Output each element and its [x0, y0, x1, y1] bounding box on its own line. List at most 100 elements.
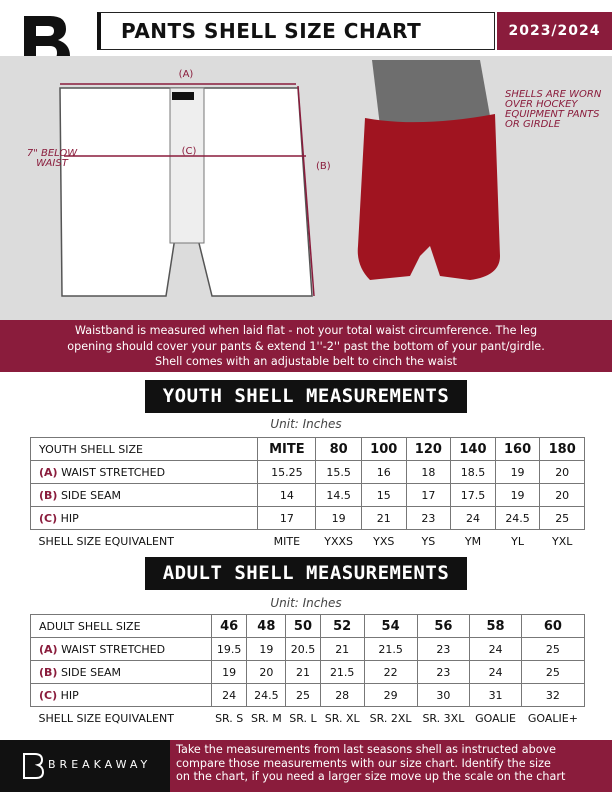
size: 52	[319, 614, 365, 638]
row-letter: (B)	[39, 488, 58, 502]
value: 18.5	[450, 460, 496, 484]
size: 58	[469, 614, 522, 638]
equivalent-label: SHELL SIZE EQUIVALENT	[38, 534, 174, 548]
title: PANTS SHELL SIZE CHART	[97, 12, 495, 50]
value: 17	[257, 506, 317, 530]
value: 16	[360, 460, 407, 484]
value: 24	[210, 683, 248, 707]
value: 19	[246, 637, 287, 661]
value: 30	[416, 683, 471, 707]
value: 19.5	[210, 637, 248, 661]
below-waist: 7" BELOW	[27, 148, 78, 159]
youth-table: YOUTH SHELL SIZE MITE 80 100 120 140 160 180 (A)…	[29, 437, 585, 553]
row-name: HIP	[60, 688, 79, 702]
row-label: (A) WAIST STRETCHED	[30, 637, 212, 661]
notice-line: opening should cover your pants & extend…	[67, 339, 545, 353]
value: 21	[360, 506, 407, 530]
value: 17	[405, 483, 452, 507]
header-row: ADULT SHELL SIZE 46 48 50 52 54 56 58 60	[30, 614, 586, 638]
row-letter: (C)	[39, 688, 58, 702]
value: 24.5	[246, 683, 287, 707]
adult-table: ADULT SHELL SIZE 46 48 50 52 54 56 58 60 (A) WAIS…	[30, 614, 586, 729]
value: 31	[469, 683, 522, 707]
value: 25	[520, 660, 586, 684]
equivalent: GOALIE+	[527, 711, 578, 725]
value: 21.5	[363, 637, 418, 661]
equivalent: SR. XL	[324, 711, 360, 725]
row-letter: (A)	[39, 465, 58, 479]
value: 24	[469, 660, 522, 684]
row-name: HIP	[60, 511, 79, 525]
note: OR GIRDLE	[505, 119, 561, 130]
label-a: (A)	[179, 69, 194, 80]
youth-unit: Unit: Inches	[270, 417, 342, 431]
value: 14.5	[315, 483, 362, 507]
value: 23	[416, 660, 471, 684]
measure-row: (B) SIDE SEAM 14 14.5 15 17 17.5 19 20	[29, 483, 585, 507]
value: 15	[360, 483, 407, 507]
header-label: ADULT SHELL SIZE	[30, 614, 212, 638]
size: 80	[315, 437, 362, 461]
size: 60	[520, 614, 586, 638]
equivalent: SR. L	[289, 711, 317, 725]
value: 18	[405, 460, 452, 484]
equivalent: SR. M	[250, 711, 282, 725]
value: 24	[469, 637, 522, 661]
row-letter: (C)	[39, 511, 58, 525]
equivalent: YXXS	[324, 534, 354, 548]
equivalent: SR. S	[215, 711, 244, 725]
row-label: (C) HIP	[30, 683, 212, 707]
size: 50	[285, 614, 321, 638]
size: 56	[416, 614, 471, 638]
value: 28	[319, 683, 365, 707]
row-name: WAIST STRETCHED	[61, 465, 166, 479]
footer-logo	[23, 753, 44, 779]
label-b: (B)	[316, 161, 331, 172]
value: 32	[520, 683, 586, 707]
season: 2023/2024	[497, 12, 612, 50]
footer-line: on the chart, if you need a larger size …	[176, 770, 566, 783]
value: 29	[363, 683, 418, 707]
row-letter: (B)	[39, 665, 58, 679]
equivalent: YS	[421, 534, 436, 548]
footer-text: Take the measurements from last seasons …	[170, 740, 612, 792]
row-label: (A) WAIST STRETCHED	[29, 460, 259, 484]
measure-row: (A) WAIST STRETCHED 15.25 15.5 16 18 18.5 19 20	[29, 460, 585, 484]
value: 20	[246, 660, 287, 684]
equivalent: YM	[464, 534, 482, 548]
value: 19	[210, 660, 248, 684]
equivalent-label: SHELL SIZE EQUIVALENT	[38, 711, 174, 725]
row-name: SIDE SEAM	[60, 488, 122, 502]
value: 21.5	[319, 660, 365, 684]
equivalent: YXS	[373, 534, 395, 548]
row-label: (B) SIDE SEAM	[30, 660, 212, 684]
equivalent-row: SHELL SIZE EQUIVALENT MITE YXXS YXS YS YM YL YX…	[31, 530, 585, 553]
value: 25	[285, 683, 321, 707]
value: 17.5	[450, 483, 496, 507]
youth-title: YOUTH SHELL MEASUREMENTS	[145, 380, 467, 413]
row-letter: (A)	[39, 642, 58, 656]
diagram-area: (A) (C) (B) 7" BELOW WAIST SHELLS ARE WO…	[0, 56, 612, 320]
row-label: (B) SIDE SEAM	[29, 483, 259, 507]
value: 24	[450, 506, 496, 530]
value: 22	[363, 660, 418, 684]
adult-title: ADULT SHELL MEASUREMENTS	[145, 557, 467, 590]
size: 140	[450, 437, 496, 461]
value: 21	[319, 637, 365, 661]
value: 19	[494, 483, 541, 507]
size: 180	[539, 437, 585, 461]
header-row: YOUTH SHELL SIZE MITE 80 100 120 140 160 180	[29, 437, 585, 461]
measure-row: (A) WAIST STRETCHED 19.5 19 20.5 21 21.5 23 24 2…	[30, 637, 586, 661]
diagram: (A) (C) (B) 7" BELOW WAIST SHELLS ARE WO…	[27, 60, 602, 297]
size: 160	[494, 437, 541, 461]
equivalent: YL	[511, 534, 524, 548]
equivalent: GOALIE	[475, 711, 516, 725]
measure-row: (C) HIP 24 24.5 25 28 29 30 31 32	[30, 683, 586, 707]
value: 24.5	[494, 506, 541, 530]
footer-line: Take the measurements from last seasons …	[176, 743, 557, 756]
value: 15.25	[257, 460, 317, 484]
notice: Waistband is measured when laid flat - n…	[0, 320, 612, 372]
size: 120	[405, 437, 452, 461]
adult-unit: Unit: Inches	[270, 596, 342, 610]
